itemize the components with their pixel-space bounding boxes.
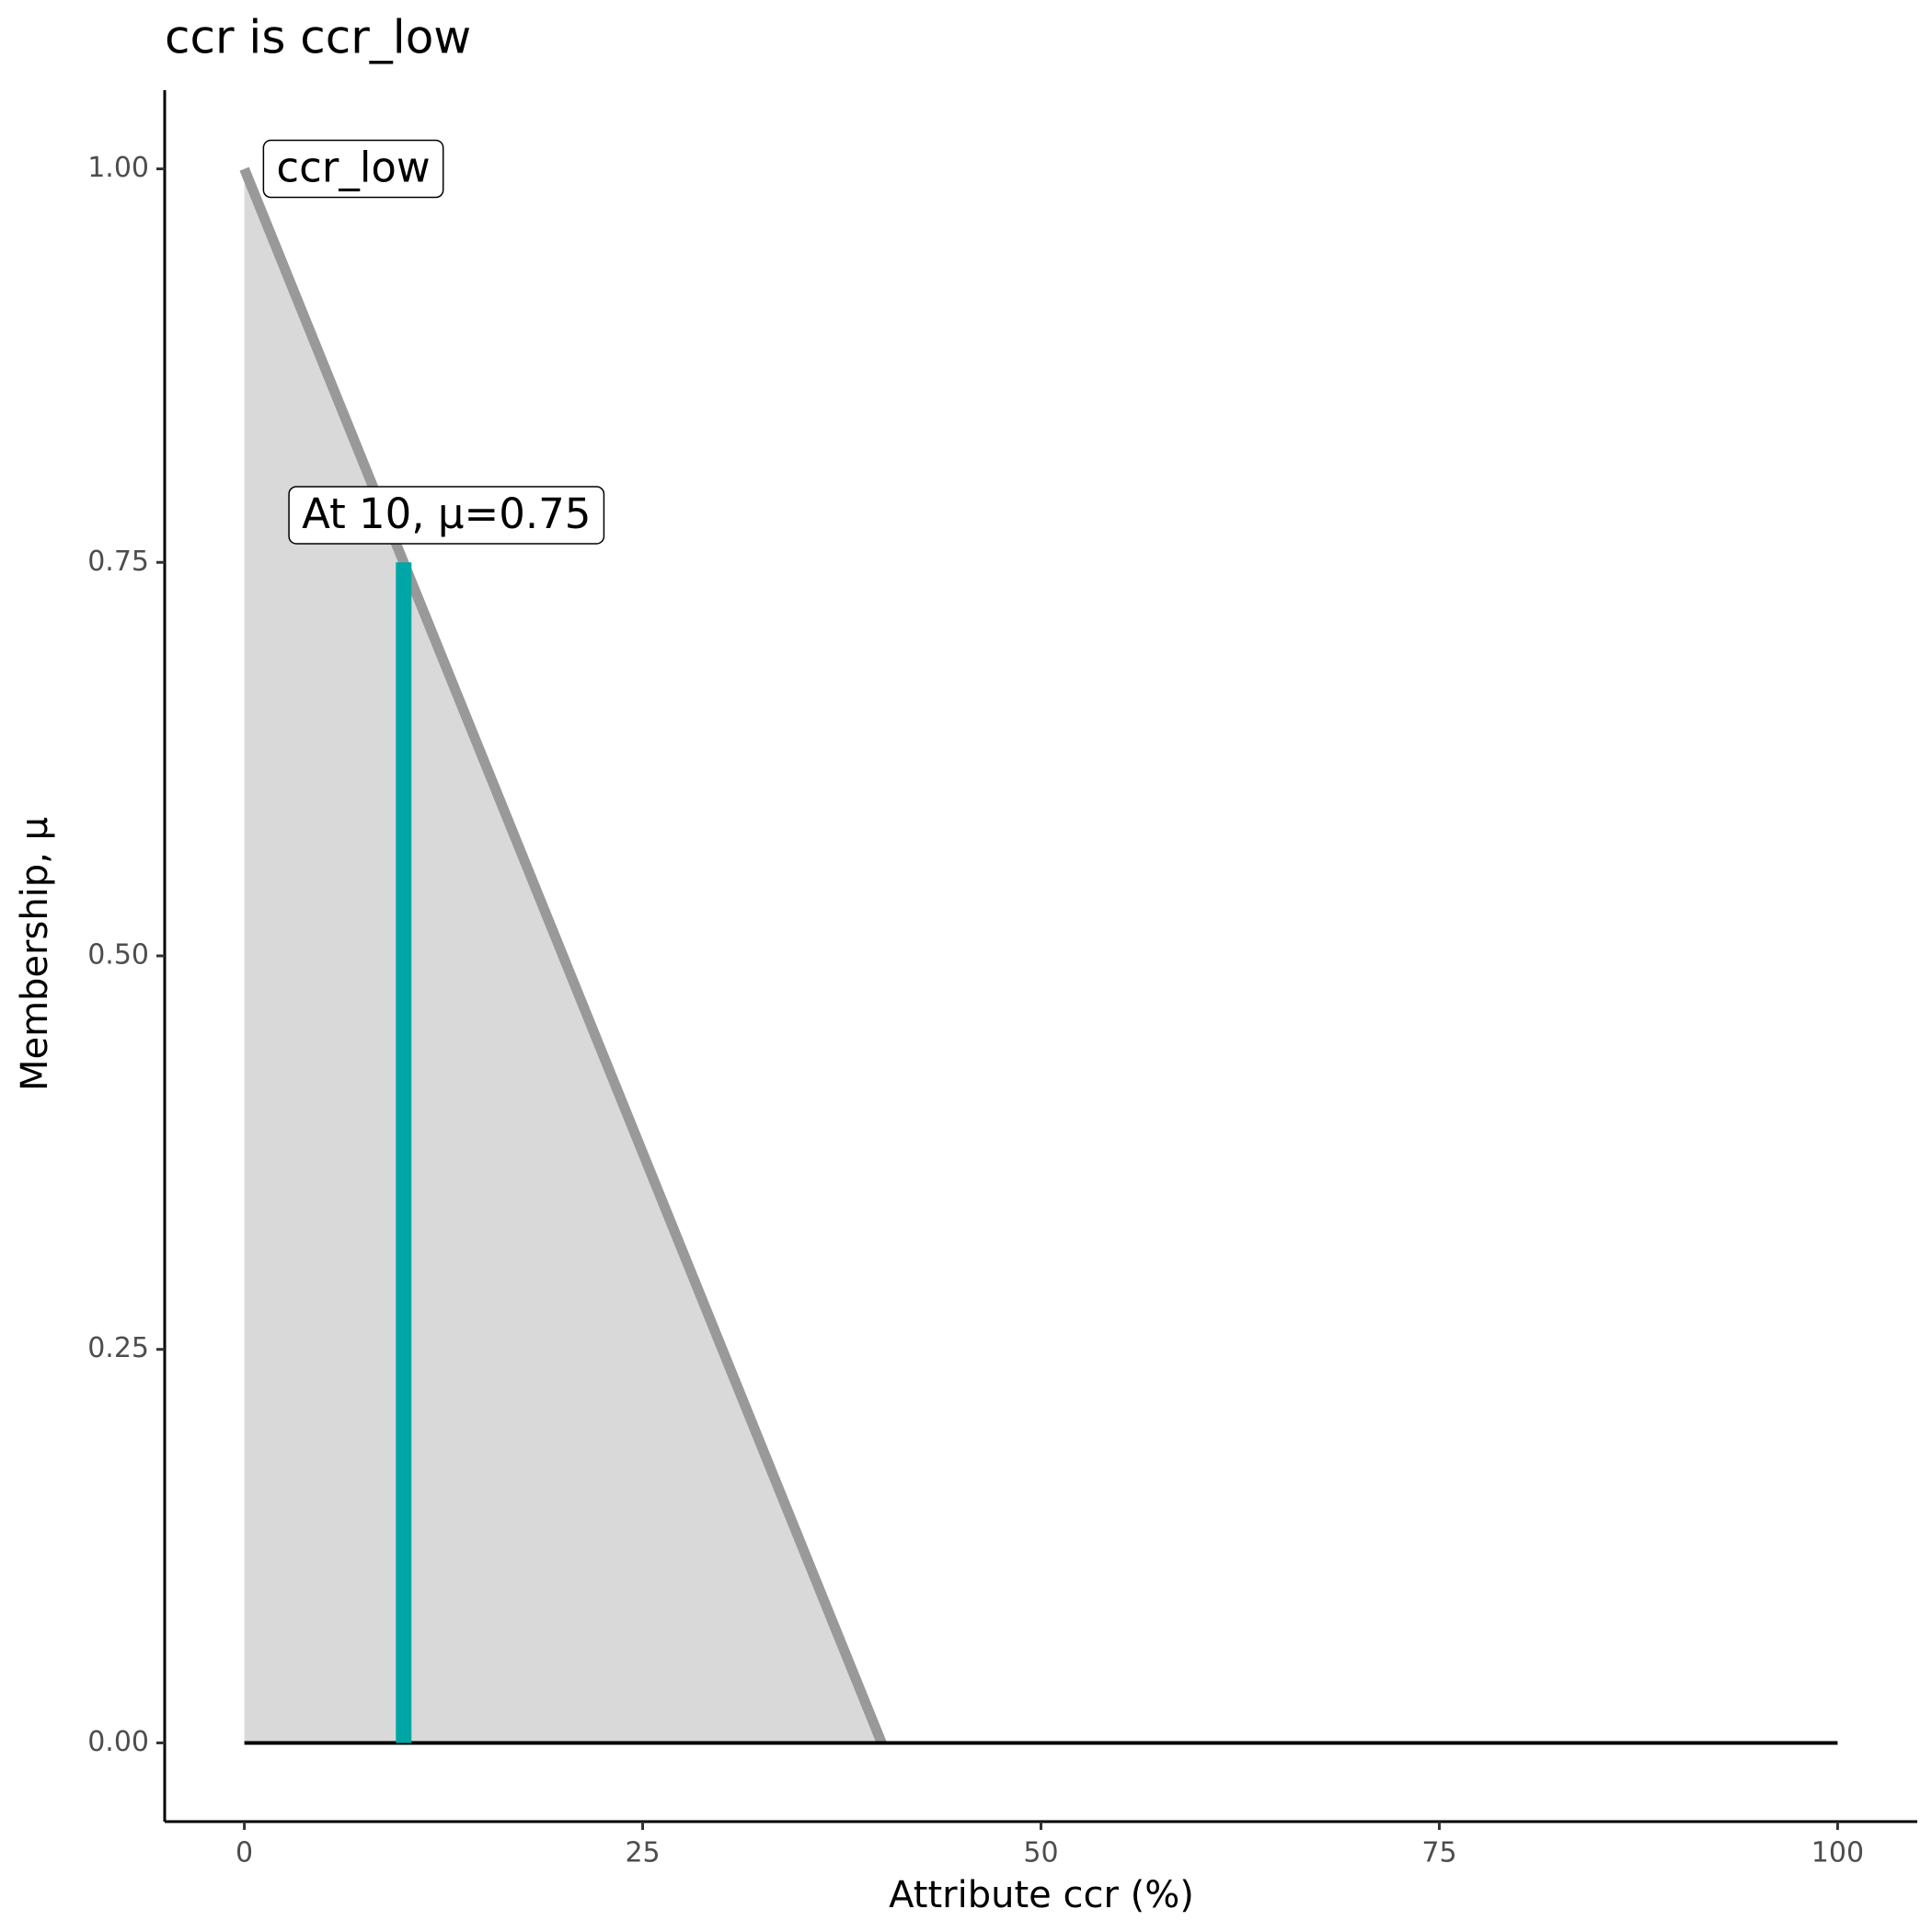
x-tick-label: 100 [1811, 1837, 1864, 1869]
annotation-box [288, 486, 605, 545]
annotation-label: ccr_low [276, 144, 430, 192]
line [239, 167, 887, 1745]
x-tick-label: 25 [625, 1837, 660, 1869]
annotation-box [262, 139, 444, 199]
y-axis-title: Membership, μ [14, 817, 56, 1091]
x-tick-label: 0 [236, 1837, 253, 1869]
y-tick-label: 0.00 [87, 1726, 149, 1758]
y-tick-label: 1.00 [87, 152, 149, 184]
y-tick-label: 0.50 [87, 939, 149, 972]
x-tick-label: 75 [1421, 1837, 1456, 1869]
annotation-label: At 10, μ=0.75 [302, 489, 591, 538]
x-tick-label: 50 [1023, 1837, 1058, 1869]
chart-title: ccr is ccr_low [165, 11, 471, 64]
y-tick-label: 0.75 [87, 546, 149, 578]
x-axis-title: Attribute ccr (%) [889, 1874, 1194, 1916]
y-tick-label: 0.25 [87, 1332, 149, 1364]
